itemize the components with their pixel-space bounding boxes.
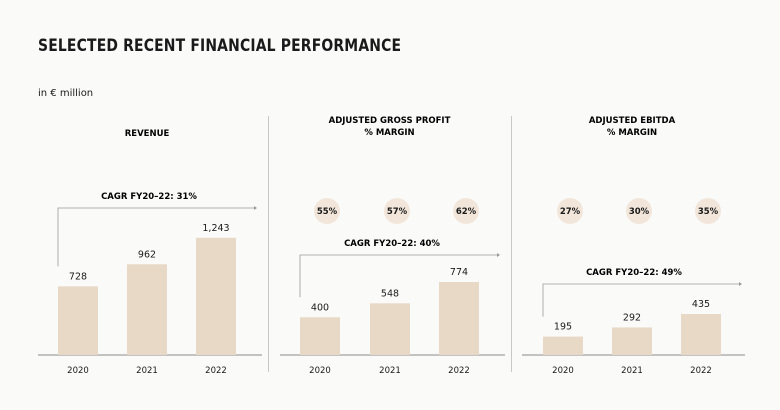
panel-title: % MARGIN — [364, 128, 414, 138]
cagr-label: CAGR FY20–22: 49% — [586, 268, 682, 278]
x-tick-label: 2020 — [552, 366, 574, 376]
bar-2022 — [681, 313, 721, 355]
data-label: 292 — [623, 312, 641, 323]
x-tick-label: 2022 — [690, 366, 712, 376]
x-tick-label: 2020 — [309, 366, 331, 376]
bar-2021 — [612, 327, 652, 355]
bar-2020 — [58, 286, 98, 355]
unit-label: in € million — [38, 88, 94, 99]
panel-divider-2 — [511, 116, 512, 372]
cagr-label: CAGR FY20–22: 40% — [344, 239, 440, 249]
data-label: 774 — [450, 267, 468, 278]
x-tick-label: 2022 — [205, 366, 227, 376]
margin-label: 35% — [698, 207, 719, 217]
panel-title: ADJUSTED EBITDA — [589, 116, 676, 126]
margin-badge — [453, 198, 479, 224]
margin-badge — [384, 198, 410, 224]
x-tick-label: 2021 — [136, 366, 158, 376]
bar-2020 — [543, 336, 583, 355]
cagr-bracket-line — [299, 254, 497, 298]
bar-2022 — [439, 282, 479, 355]
data-label: 195 — [554, 322, 572, 333]
page-title: SELECTED RECENT FINANCIAL PERFORMANCE — [38, 36, 402, 56]
margin-badge — [626, 198, 652, 224]
data-label: 1,243 — [202, 223, 229, 234]
x-tick-label: 2020 — [67, 366, 89, 376]
cagr-arrowhead — [739, 282, 742, 286]
data-label: 962 — [138, 249, 156, 260]
x-tick-label: 2021 — [621, 366, 643, 376]
margin-label: 62% — [456, 207, 477, 217]
margin-badge — [314, 198, 340, 224]
panel-title: REVENUE — [125, 129, 170, 139]
cagr-label: CAGR FY20–22: 31% — [101, 192, 197, 202]
margin-label: 57% — [387, 207, 408, 217]
margin-label: 55% — [317, 207, 338, 217]
cagr-arrowhead — [254, 206, 257, 210]
bar-2021 — [370, 303, 410, 355]
data-label: 728 — [69, 271, 87, 282]
x-tick-label: 2022 — [448, 366, 470, 376]
margin-badge — [557, 198, 583, 224]
chart-panel-2: ADJUSTED GROSS PROFIT % MARGIN 400 2020 548 2… — [280, 116, 505, 376]
margin-label: 27% — [560, 207, 581, 217]
data-label: 435 — [692, 299, 710, 310]
bar-2020 — [300, 317, 340, 355]
margin-label: 30% — [629, 207, 650, 217]
margin-badge — [695, 198, 721, 224]
cagr-bracket-line — [57, 207, 254, 267]
panel-divider-1 — [268, 116, 269, 372]
x-tick-label: 2021 — [379, 366, 401, 376]
chart-panel-1: REVENUE 728 2020 962 2021 1,243 2022 CAGR FY20–… — [38, 129, 262, 376]
cagr-arrowhead — [497, 253, 500, 257]
data-label: 548 — [381, 288, 399, 299]
cagr-bracket-line — [542, 283, 739, 317]
data-label: 400 — [311, 302, 329, 313]
bar-2022 — [196, 237, 236, 355]
panel-title: % MARGIN — [607, 128, 657, 138]
chart-panel-3: ADJUSTED EBITDA % MARGIN 195 2020 292 2021 435… — [522, 116, 745, 376]
bar-2021 — [127, 264, 167, 355]
panel-title: ADJUSTED GROSS PROFIT — [329, 116, 451, 126]
